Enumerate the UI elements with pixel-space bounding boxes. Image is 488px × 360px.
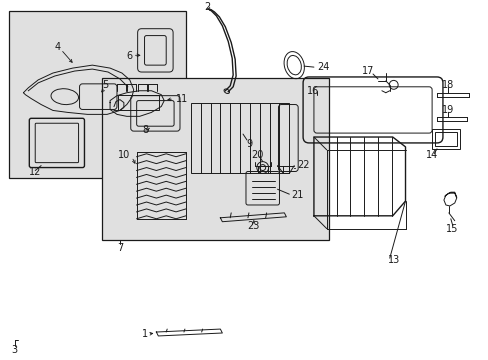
Text: 8: 8 (142, 125, 148, 135)
Text: 17: 17 (361, 66, 373, 76)
Text: 6: 6 (126, 51, 133, 61)
Text: 22: 22 (297, 159, 309, 170)
Bar (118, 95, 159, 111)
Text: 11: 11 (176, 94, 188, 104)
Text: 23: 23 (247, 221, 260, 231)
Text: 7: 7 (117, 243, 123, 253)
Text: 2: 2 (204, 2, 210, 12)
Text: 15: 15 (445, 224, 457, 234)
Text: 3: 3 (11, 345, 18, 355)
Text: 20: 20 (251, 150, 264, 160)
Text: 16: 16 (306, 86, 318, 96)
Text: 24: 24 (316, 62, 328, 72)
Text: 18: 18 (441, 80, 453, 90)
Bar (190, 103, 289, 174)
Text: 19: 19 (441, 105, 453, 116)
Text: 12: 12 (29, 167, 41, 177)
Text: 9: 9 (245, 139, 252, 149)
Text: 1: 1 (141, 329, 147, 339)
Text: 13: 13 (387, 255, 399, 265)
Text: 14: 14 (425, 150, 437, 160)
Text: 4: 4 (55, 42, 61, 53)
Bar (434, 132, 456, 146)
Text: 21: 21 (291, 190, 303, 200)
Bar (102, 78, 328, 240)
Text: 10: 10 (117, 150, 129, 160)
Bar (431, 129, 459, 149)
Bar (9, 11, 185, 179)
Text: 5: 5 (102, 80, 108, 90)
